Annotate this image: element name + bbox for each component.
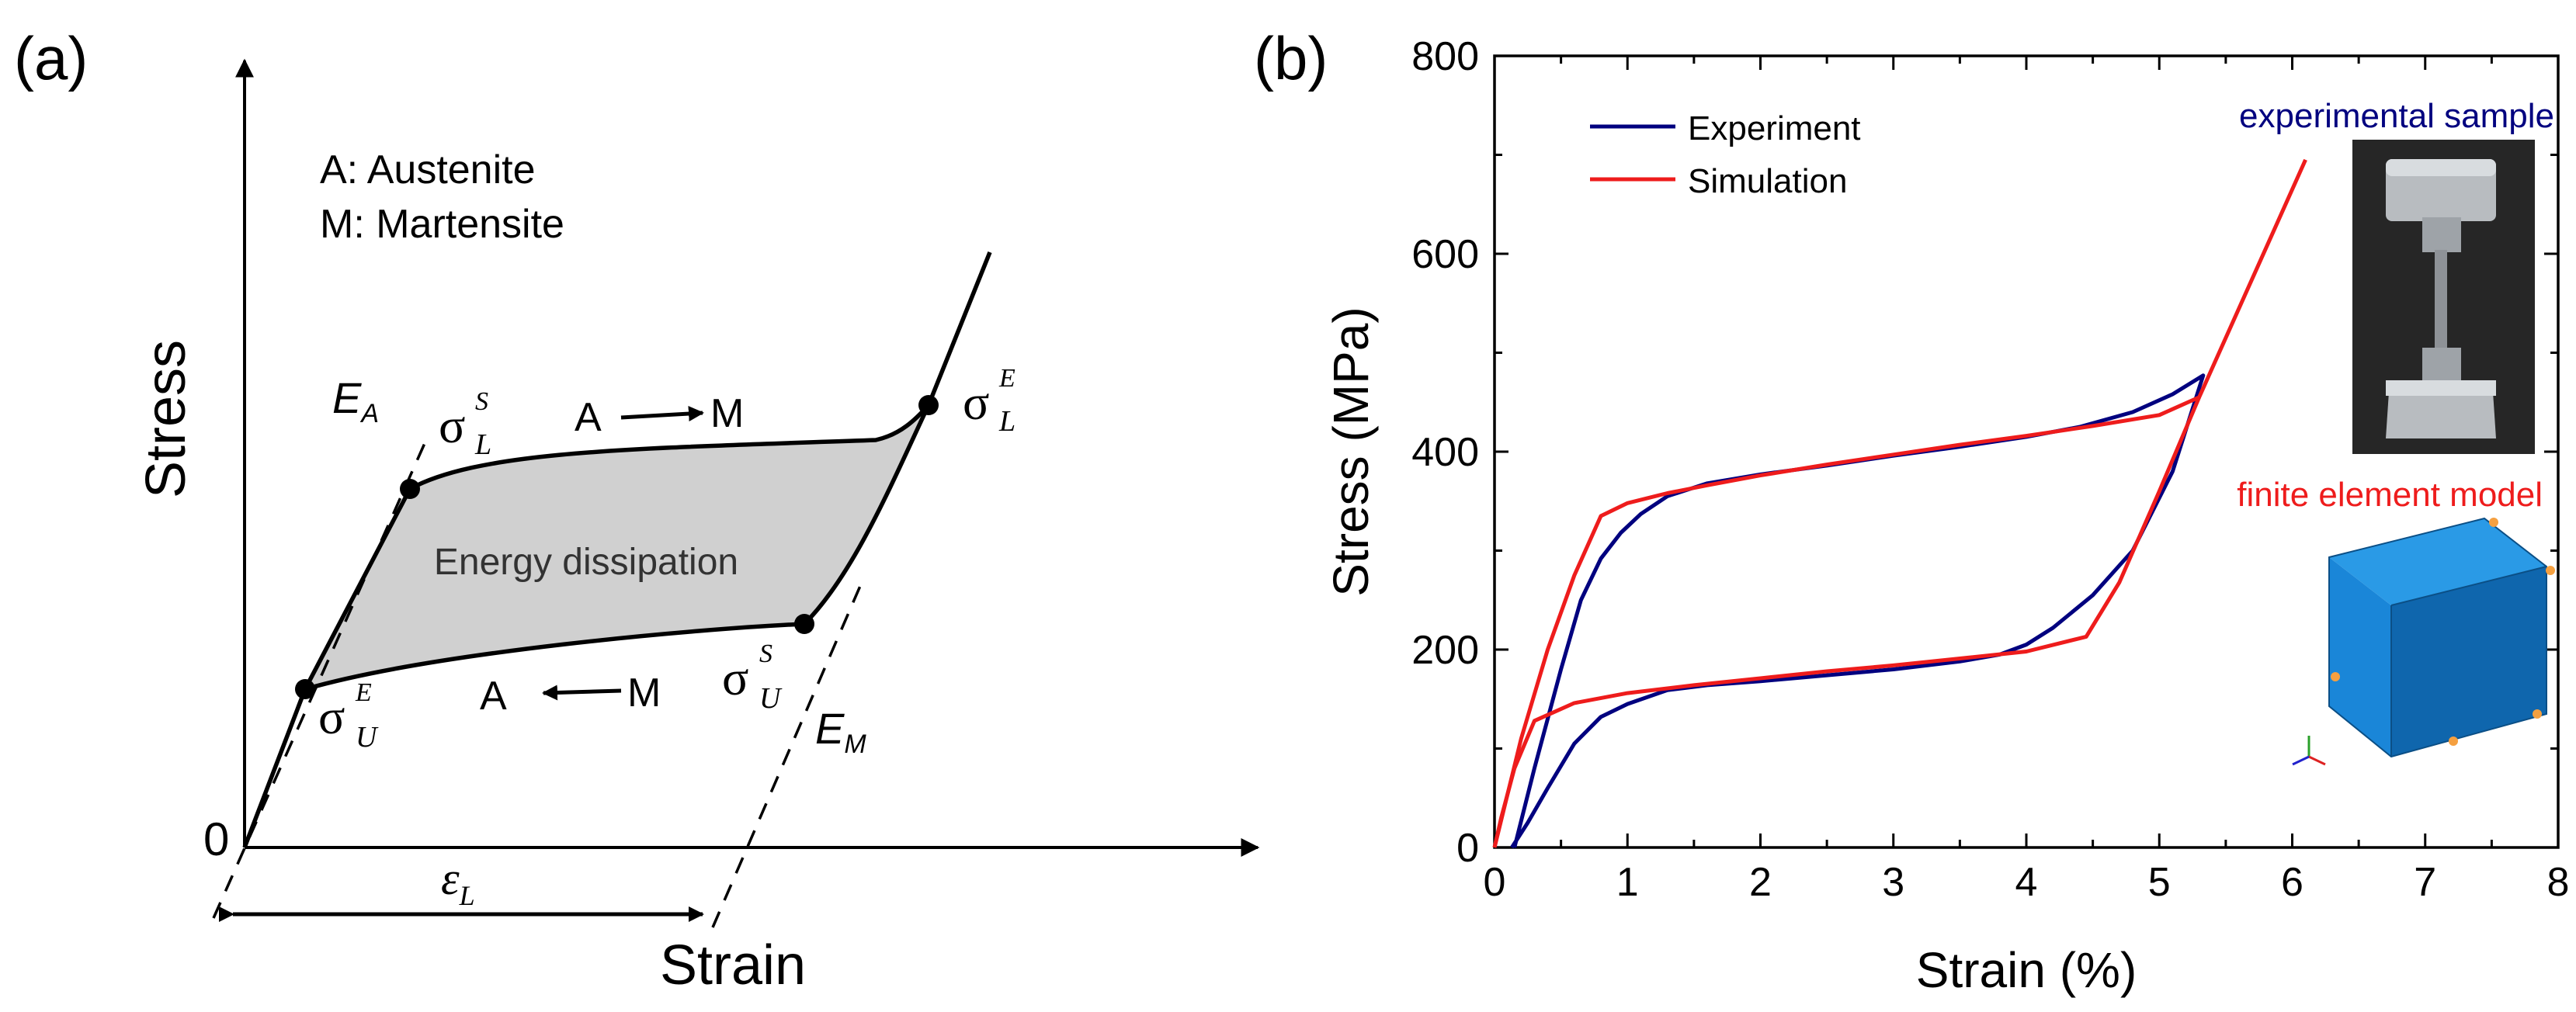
series-line-simulation-unloading: [1492, 396, 2201, 848]
axis-ticks: [1493, 54, 2560, 849]
panel-b-label: (b): [1254, 24, 1328, 92]
svg-text:σ: σ: [318, 689, 345, 744]
panel-a-label: (a): [14, 24, 88, 92]
y-tick-label: 0: [1456, 826, 1479, 871]
legend: Experiment Simulation: [1590, 109, 1861, 200]
panel-a: (a) 0 Stress Strain A: Austenite M: Mart…: [14, 24, 1260, 996]
y-tick-label: 800: [1411, 34, 1479, 79]
loading-to: M: [710, 391, 744, 436]
fe-model-title: finite element model: [2237, 476, 2543, 514]
point-sigma-ue: [295, 679, 315, 699]
y-tick-label: 600: [1411, 232, 1479, 277]
x-tick-label: 3: [1882, 860, 1904, 905]
legend-label-experiment: Experiment: [1688, 109, 1861, 147]
unloading-to: M: [627, 671, 661, 716]
label-e-a-sub: A: [359, 399, 379, 428]
legend-martensite: M: Martensite: [320, 202, 564, 247]
legend-label-simulation: Simulation: [1688, 162, 1847, 200]
svg-text:σ: σ: [722, 650, 749, 705]
epsilon-l-label: εL: [441, 853, 475, 911]
y-tick-labels: 0 200 400 600 800: [1411, 34, 1479, 871]
label-e-m-sub: M: [844, 730, 866, 759]
point-sigma-us: [794, 614, 814, 634]
x-tick-label: 2: [1749, 860, 1772, 905]
energy-dissipation-area: [305, 405, 929, 689]
point-sigma-le: [918, 395, 939, 415]
energy-dissipation-label: Energy dissipation: [434, 542, 738, 583]
panel-b: (b) 0 1 2 3 4 5 6 7 8 0 200 400 600 800 Strain (%) S…: [1254, 24, 2569, 998]
label-e-a: EA: [332, 373, 379, 428]
svg-text:E: E: [355, 678, 372, 707]
loading-arrow: [620, 406, 704, 422]
svg-text:S: S: [759, 639, 772, 668]
x-tick-label: 7: [2414, 860, 2436, 905]
x-tick-label: 0: [1484, 860, 1506, 905]
y-tick-label: 200: [1411, 628, 1479, 673]
unloading-from: A: [480, 674, 507, 719]
legend-austenite: A: Austenite: [320, 147, 536, 192]
martensite-modulus-line: [711, 585, 862, 928]
svg-text:E: E: [998, 364, 1015, 393]
x-axis-label: Strain (%): [1916, 942, 2137, 998]
svg-text:S: S: [475, 387, 488, 416]
label-sigma-ls: σ S L: [439, 387, 491, 461]
label-sigma-ue: σ E U: [318, 678, 379, 754]
svg-text:L: L: [998, 405, 1015, 438]
fe-axis-triad-icon: [2292, 736, 2326, 766]
panel-a-xlabel: Strain: [660, 934, 806, 996]
x-tick-label: 5: [2148, 860, 2171, 905]
label-sigma-le: σ E L: [963, 364, 1015, 438]
label-sigma-us: σ S U: [722, 639, 783, 715]
panel-a-ylabel: Stress: [135, 340, 197, 498]
x-tick-labels: 0 1 2 3 4 5 6 7 8: [1484, 860, 2570, 905]
series-layer: [1492, 158, 2307, 849]
svg-text:U: U: [759, 682, 783, 715]
sample-photo: [2352, 140, 2535, 454]
svg-text:σ: σ: [963, 375, 990, 430]
label-e-m: EM: [815, 704, 866, 759]
unloading-curve: [304, 404, 931, 691]
svg-text:σ: σ: [439, 398, 466, 453]
panel-a-origin: 0: [203, 813, 229, 865]
loading-curve: [242, 251, 992, 848]
x-tick-label: 6: [2281, 860, 2303, 905]
svg-text:U: U: [356, 721, 379, 754]
unloading-arrow: [542, 684, 622, 701]
point-sigma-ls: [400, 479, 420, 499]
y-axis-label: Stress (MPa): [1323, 307, 1379, 596]
x-tick-label: 1: [1616, 860, 1639, 905]
x-tick-label: 8: [2547, 860, 2570, 905]
fe-cube-model: [2328, 517, 2555, 758]
x-tick-label: 4: [2015, 860, 2038, 905]
y-tick-label: 400: [1411, 430, 1479, 475]
loading-from: A: [575, 395, 602, 440]
series-line-simulation: [1492, 158, 2307, 848]
svg-text:L: L: [474, 428, 491, 461]
sample-title: experimental sample: [2239, 97, 2554, 135]
